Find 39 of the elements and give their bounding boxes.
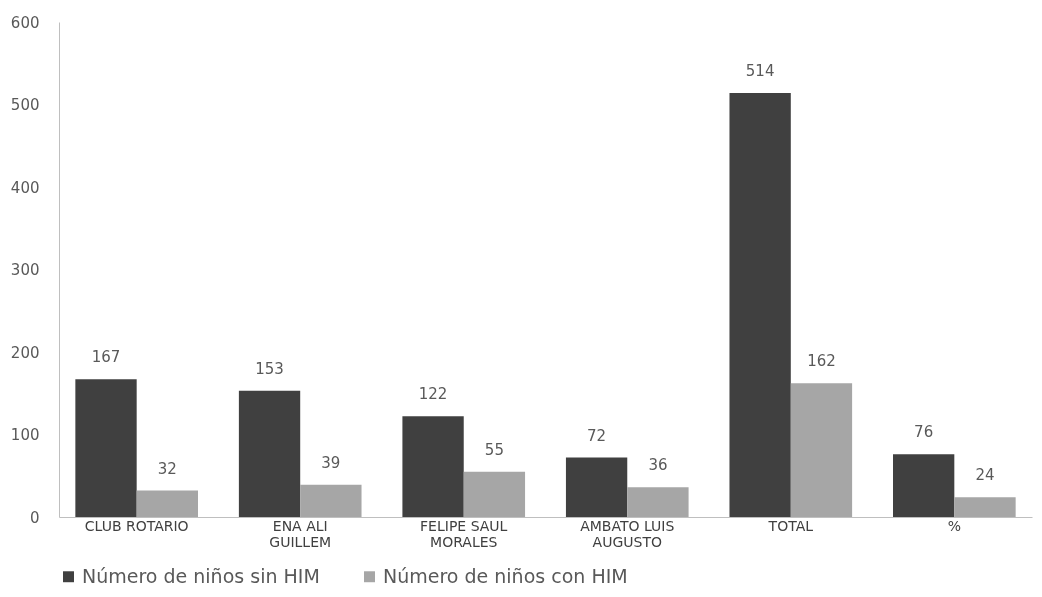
y-tick-label: 200 xyxy=(10,343,40,362)
bar xyxy=(402,416,464,517)
data-label: 167 xyxy=(91,348,121,367)
data-label: 162 xyxy=(807,352,836,371)
x-tick-label: % xyxy=(947,517,961,534)
data-label: 39 xyxy=(321,453,341,472)
y-tick-label: 600 xyxy=(10,13,40,32)
bar xyxy=(954,497,1016,517)
bar xyxy=(136,490,198,517)
data-label: 72 xyxy=(587,426,607,445)
bar xyxy=(893,454,955,517)
bar xyxy=(463,471,526,517)
bar xyxy=(300,484,362,517)
data-label: 76 xyxy=(914,423,934,442)
data-label: 36 xyxy=(648,456,668,475)
x-tick-label: CLUB ROTARIO xyxy=(84,517,189,534)
x-tick-label: AMBATO LUIS AUGUSTO xyxy=(580,517,675,550)
bar xyxy=(790,383,853,517)
y-tick-label: 0 xyxy=(29,508,40,527)
data-label: 24 xyxy=(975,466,995,485)
bar xyxy=(75,379,137,517)
data-label: 32 xyxy=(157,459,177,478)
y-tick-label: 400 xyxy=(10,178,40,197)
bar xyxy=(627,487,689,517)
legend-label: Número de niños con HIM xyxy=(383,564,628,587)
bar xyxy=(565,457,628,517)
bar xyxy=(238,390,301,517)
data-label: 514 xyxy=(745,61,775,80)
data-label: 122 xyxy=(418,385,448,404)
x-tick-label: ENA ALI GUILLEM xyxy=(269,517,332,550)
x-tick-label: FELIPE SAUL MORALES xyxy=(420,517,508,550)
legend-label: Número de niños sin HIM xyxy=(82,564,320,587)
bar xyxy=(729,92,791,517)
data-label: 153 xyxy=(255,359,284,378)
y-tick-label: 100 xyxy=(10,426,40,444)
data-label: 55 xyxy=(484,440,504,459)
y-tick-label: 500 xyxy=(10,96,40,114)
y-tick-label: 300 xyxy=(10,261,40,279)
x-tick-label: TOTAL xyxy=(767,517,814,534)
